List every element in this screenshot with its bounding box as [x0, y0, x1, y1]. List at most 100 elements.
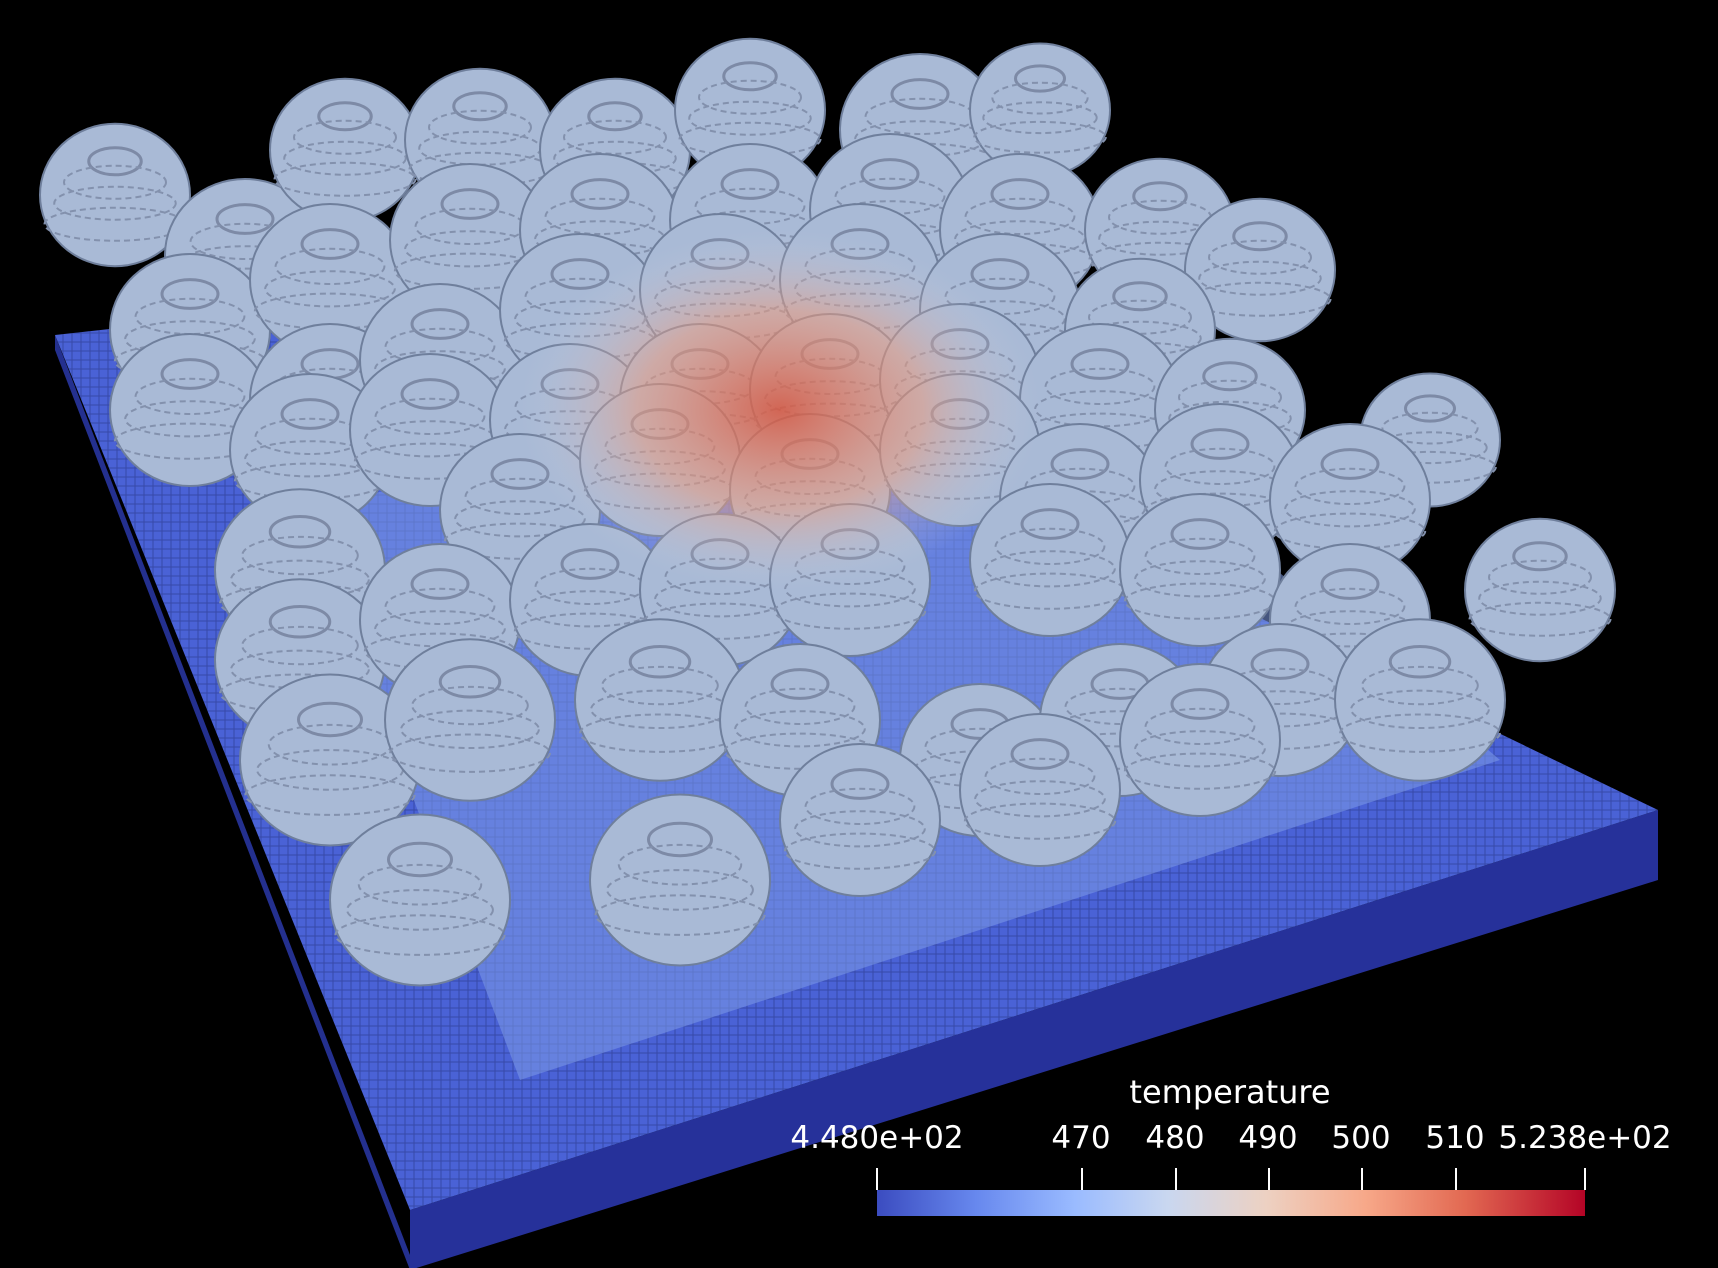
voxel-particle-cap	[1070, 348, 1130, 380]
voxel-particle-cap	[1202, 361, 1258, 392]
legend-tick-mark-min	[876, 1168, 878, 1190]
voxel-particle-terrace	[293, 119, 397, 155]
voxel-particle-cap	[722, 61, 778, 92]
legend-tick-mark-510	[1455, 1168, 1457, 1190]
voxel-particle-cap	[268, 514, 332, 549]
legend-tick-mark-max	[1584, 1168, 1586, 1190]
voxel-particle-cap	[560, 548, 620, 580]
voxel-particle-cap	[647, 821, 713, 858]
voxel-particle-terrace	[804, 787, 916, 826]
voxel-particle-cap	[970, 258, 1030, 290]
voxel-particle-cap	[1250, 648, 1310, 680]
legend-tick-500: 500	[1331, 1120, 1391, 1156]
voxel-particle-cap	[1320, 568, 1380, 600]
substrate-side-front	[410, 810, 1658, 1268]
voxel-particle-cap	[87, 146, 143, 177]
voxel-particle-cap	[1512, 541, 1568, 572]
voxel-particle-terrace	[1198, 260, 1322, 296]
voxel-particle-cap	[1050, 448, 1110, 480]
voxel-particle-terrace	[544, 197, 656, 235]
voxel-particle-terrace	[1468, 601, 1612, 637]
voxel-particle	[779, 743, 941, 897]
voxel-particle-terrace	[964, 197, 1076, 235]
voxel-particle-terrace	[963, 802, 1117, 840]
legend-tick-490: 490	[1238, 1120, 1298, 1156]
voxel-particle-cap	[1170, 518, 1230, 550]
voxel-particle-terrace	[374, 397, 486, 435]
voxel-particle-terrace	[273, 161, 417, 197]
voxel-particle-cap	[300, 228, 360, 260]
voxel-particle-cap	[1010, 738, 1070, 770]
voxel-particle	[1334, 618, 1506, 782]
voxel-particle-terrace	[984, 757, 1096, 796]
voxel-particle-cap	[438, 664, 502, 699]
voxel-particle-terrace	[1294, 467, 1406, 505]
voxel-particle-cap	[297, 701, 363, 738]
voxel-particle-terrace	[334, 914, 506, 956]
voxel-particle-terrace	[283, 140, 407, 176]
voxel-particle-terrace	[1339, 713, 1501, 753]
voxel-particle-cap	[587, 101, 643, 132]
voxel-particle-terrace	[734, 710, 866, 748]
voxel-particle-terrace	[134, 377, 246, 415]
voxel-particle-cap	[410, 568, 470, 600]
voxel-particle-terrace	[606, 869, 754, 911]
hot-zone	[520, 230, 1040, 590]
voxel-particle-terrace	[428, 109, 532, 145]
voxel-particle-cap	[160, 358, 220, 390]
legend-min-label: 4.480e+02	[790, 1120, 964, 1156]
voxel-particle	[589, 793, 771, 967]
voxel-particle-cap	[550, 258, 610, 290]
legend-tick-510: 510	[1425, 1120, 1485, 1156]
voxel-particle	[39, 122, 191, 268]
voxel-particle-cap	[860, 158, 920, 190]
voxel-particle-cap	[268, 604, 332, 639]
voxel-particle-cap	[720, 168, 780, 200]
voxel-particle-terrace	[1208, 239, 1312, 275]
voxel-particle-terrace	[1188, 281, 1332, 317]
voxel-particle-terrace	[1044, 367, 1156, 405]
voxel-particle-terrace	[1350, 689, 1490, 730]
voxel-particle-terrace	[264, 270, 396, 308]
voxel-particle-cap	[990, 178, 1050, 210]
voxel-particle-terrace	[1123, 752, 1277, 790]
voxel-particle-cap	[280, 398, 340, 430]
voxel-particle-terrace	[1178, 379, 1282, 415]
voxel-particle-cap	[1132, 181, 1188, 212]
voxel-particle-cap	[387, 841, 453, 878]
voxel-particle-terrace	[688, 100, 812, 136]
legend-tick-mark-470	[1081, 1168, 1083, 1190]
voxel-particle-cap	[215, 203, 275, 235]
voxel-particle-cap	[830, 768, 890, 800]
voxel-particle-cap	[770, 668, 830, 700]
voxel-particle	[384, 638, 556, 802]
voxel-particle-terrace	[346, 889, 494, 931]
voxel-particle-terrace	[411, 685, 529, 726]
legend-title: temperature	[1129, 1073, 1331, 1111]
voxel-particle-terrace	[400, 709, 540, 750]
voxel-particle-terrace	[1144, 707, 1256, 746]
legend-tick-mark-500	[1361, 1168, 1363, 1190]
voxel-particle-cap	[1112, 281, 1168, 312]
voxel-particle-cap	[1170, 688, 1230, 720]
voxel-particle-terrace	[241, 625, 359, 666]
voxel-particle-terrace	[984, 550, 1116, 588]
voxel-particle-cap	[1404, 394, 1456, 423]
voxel-particle-terrace	[63, 164, 167, 200]
voxel-particle	[959, 713, 1121, 867]
legend-tick-mark-490	[1268, 1168, 1270, 1190]
voxel-particle-terrace	[744, 687, 856, 726]
voxel-particle-cap	[570, 178, 630, 210]
voxel-particle-terrace	[1134, 730, 1266, 768]
voxel-particle	[1119, 663, 1281, 817]
voxel-particle-terrace	[1134, 560, 1266, 598]
voxel-particle-terrace	[53, 185, 177, 221]
voxel-particle-cap	[628, 644, 692, 679]
voxel-particle	[1464, 517, 1616, 663]
voxel-particle-cap	[410, 308, 470, 340]
voxel-particle-terrace	[617, 843, 743, 886]
voxel-particle-terrace	[783, 832, 937, 870]
voxel-particle-terrace	[1284, 490, 1416, 528]
